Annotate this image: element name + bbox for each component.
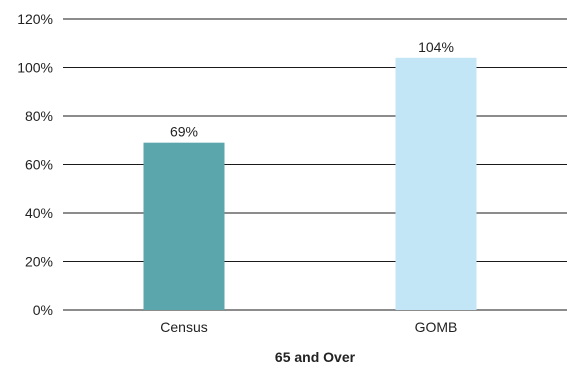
category-label-gomb: GOMB [415, 319, 458, 335]
y-tick-label: 0% [33, 302, 53, 318]
data-labels: 69% 104% [170, 39, 454, 140]
y-tick-label: 40% [25, 205, 53, 221]
x-axis-categories: Census GOMB [160, 319, 457, 335]
bar-census [143, 142, 225, 310]
gridlines [63, 18, 567, 311]
bars [143, 57, 477, 310]
data-label-gomb: 104% [418, 39, 454, 55]
x-axis-title: 65 and Over [275, 349, 356, 365]
category-label-census: Census [160, 319, 207, 335]
y-tick-label: 120% [17, 11, 53, 27]
y-tick-label: 80% [25, 108, 53, 124]
bar-gomb [395, 57, 477, 310]
data-label-census: 69% [170, 124, 198, 140]
y-tick-label: 100% [17, 60, 53, 76]
y-tick-label: 60% [25, 157, 53, 173]
y-tick-label: 20% [25, 254, 53, 270]
y-axis-ticks: 0% 20% 40% 60% 80% 100% 120% [17, 11, 53, 318]
